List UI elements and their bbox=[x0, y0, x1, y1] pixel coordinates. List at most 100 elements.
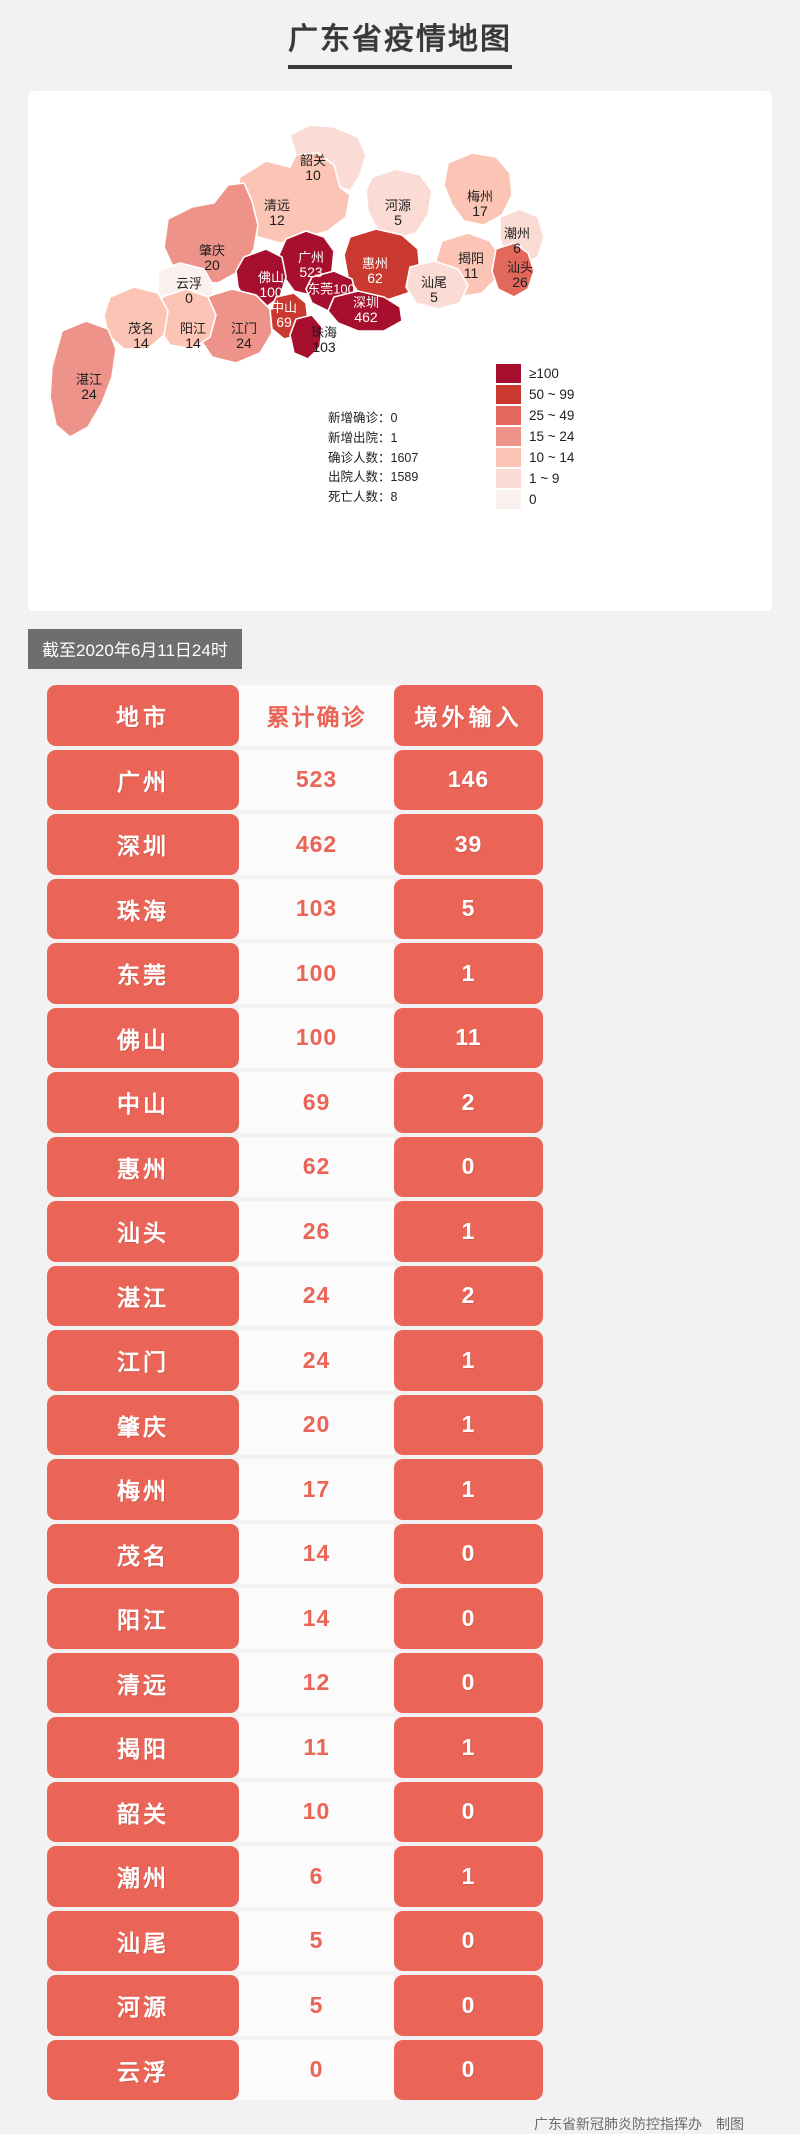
stat-line-4: 死亡人数：8 bbox=[328, 490, 398, 504]
page-title: 广东省疫情地图 bbox=[288, 14, 512, 69]
table-row: 江门 24 1 bbox=[47, 1330, 753, 1391]
cell-city: 珠海 bbox=[47, 878, 239, 939]
cell-city: 江门 bbox=[47, 1330, 239, 1391]
table-row: 汕尾 5 0 bbox=[47, 1910, 753, 1971]
cell-confirmed: 14 bbox=[239, 1588, 394, 1649]
cell-city: 深圳 bbox=[47, 814, 239, 875]
cell-confirmed: 6 bbox=[239, 1846, 394, 1907]
table-row: 茂名 14 0 bbox=[47, 1523, 753, 1584]
region-heyuan bbox=[365, 168, 433, 240]
cell-imported: 1 bbox=[394, 1717, 543, 1778]
stat-line-1: 新增出院：1 bbox=[328, 430, 398, 445]
date-banner: 截至2020年6月11日24时 bbox=[28, 629, 242, 669]
cell-imported: 0 bbox=[394, 1136, 543, 1197]
cell-city: 河源 bbox=[47, 1975, 239, 2036]
cell-city: 汕尾 bbox=[47, 1910, 239, 1971]
cell-city: 中山 bbox=[47, 1072, 239, 1133]
cell-city: 茂名 bbox=[47, 1523, 239, 1584]
table-row: 清远 12 0 bbox=[47, 1652, 753, 1713]
map-card: 韶关 10 清远 12 河源 5 梅州 17 潮州 6 肇庆 20 揭阳 11 汕头 26 云浮 0 广州 523 佛山… bbox=[28, 91, 772, 611]
region-shantou bbox=[491, 242, 535, 298]
region-maoming bbox=[103, 286, 169, 350]
map-statistics: 新增确诊：0 新增出院：1 确诊人数：1607 出院人数：1589 死亡人数：8 bbox=[328, 409, 418, 508]
region-shenzhen bbox=[327, 290, 403, 332]
cell-city: 潮州 bbox=[47, 1846, 239, 1907]
legend-label: 50 ~ 99 bbox=[529, 387, 575, 402]
legend-swatch bbox=[496, 427, 521, 446]
cell-confirmed: 0 bbox=[239, 2039, 394, 2100]
cell-confirmed: 20 bbox=[239, 1394, 394, 1455]
page-header: 广东省疫情地图 bbox=[0, 0, 800, 79]
table-row: 汕头 26 1 bbox=[47, 1201, 753, 1262]
cell-city: 广州 bbox=[47, 749, 239, 810]
table-row: 河源 5 0 bbox=[47, 1975, 753, 2036]
cell-imported: 5 bbox=[394, 878, 543, 939]
legend-label: 0 bbox=[529, 492, 537, 507]
cell-city: 云浮 bbox=[47, 2039, 239, 2100]
guangdong-map bbox=[49, 124, 545, 438]
cell-imported: 0 bbox=[394, 1652, 543, 1713]
cell-confirmed: 17 bbox=[239, 1459, 394, 1520]
map-legend: ≥100 50 ~ 99 25 ~ 49 15 ~ 24 10 ~ 14 1 ~ 9 0 bbox=[496, 363, 574, 510]
legend-row-3: 15 ~ 24 bbox=[496, 426, 574, 447]
footer-credit: 广东省新冠肺炎防控指挥办 制图 bbox=[534, 2116, 744, 2132]
legend-swatch bbox=[496, 406, 521, 425]
legend-swatch bbox=[496, 490, 521, 509]
legend-swatch bbox=[496, 385, 521, 404]
stat-line-2: 确诊人数：1607 bbox=[328, 450, 419, 465]
table-row: 云浮 0 0 bbox=[47, 2039, 753, 2100]
cell-imported: 0 bbox=[394, 2039, 543, 2100]
legend-row-1: 50 ~ 99 bbox=[496, 384, 574, 405]
cell-city: 韶关 bbox=[47, 1781, 239, 1842]
table-row: 深圳 462 39 bbox=[47, 814, 753, 875]
cell-city: 梅州 bbox=[47, 1459, 239, 1520]
legend-swatch bbox=[496, 448, 521, 467]
column-header-imported: 境外输入 bbox=[394, 685, 543, 746]
cell-imported: 11 bbox=[394, 1007, 543, 1068]
legend-swatch bbox=[496, 469, 521, 488]
cell-city: 汕头 bbox=[47, 1201, 239, 1262]
cell-confirmed: 24 bbox=[239, 1330, 394, 1391]
stat-line-0: 新增确诊：0 bbox=[328, 411, 398, 425]
cell-imported: 1 bbox=[394, 1201, 543, 1262]
cell-imported: 0 bbox=[394, 1523, 543, 1584]
cell-imported: 1 bbox=[394, 1394, 543, 1455]
table-row: 中山 69 2 bbox=[47, 1072, 753, 1133]
cell-imported: 1 bbox=[394, 1846, 543, 1907]
column-header-city: 地市 bbox=[47, 685, 239, 746]
region-meizhou bbox=[443, 152, 513, 226]
cell-imported: 1 bbox=[394, 1459, 543, 1520]
cell-imported: 1 bbox=[394, 943, 543, 1004]
region-shaoguan bbox=[289, 124, 367, 192]
cell-city: 清远 bbox=[47, 1652, 239, 1713]
cell-confirmed: 462 bbox=[239, 814, 394, 875]
legend-label: ≥100 bbox=[529, 366, 559, 381]
legend-label: 1 ~ 9 bbox=[529, 471, 560, 486]
cell-confirmed: 10 bbox=[239, 1781, 394, 1842]
legend-row-0: ≥100 bbox=[496, 363, 574, 384]
cell-confirmed: 100 bbox=[239, 1007, 394, 1068]
cell-confirmed: 12 bbox=[239, 1652, 394, 1713]
table-row: 阳江 14 0 bbox=[47, 1588, 753, 1649]
cell-confirmed: 100 bbox=[239, 943, 394, 1004]
cell-confirmed: 5 bbox=[239, 1910, 394, 1971]
cell-imported: 0 bbox=[394, 1588, 543, 1649]
legend-row-4: 10 ~ 14 bbox=[496, 447, 574, 468]
cell-imported: 2 bbox=[394, 1072, 543, 1133]
table-row: 佛山 100 11 bbox=[47, 1007, 753, 1068]
cell-imported: 146 bbox=[394, 749, 543, 810]
table-body: 广州 523 146 深圳 462 39 珠海 103 5 东莞 100 1 佛山 100 11 中山 69 2 惠… bbox=[47, 749, 753, 2100]
legend-swatch bbox=[496, 364, 521, 383]
stat-line-3: 出院人数：1589 bbox=[328, 470, 419, 485]
cell-city: 阳江 bbox=[47, 1588, 239, 1649]
cell-imported: 0 bbox=[394, 1781, 543, 1842]
legend-label: 15 ~ 24 bbox=[529, 429, 575, 444]
region-huizhou bbox=[343, 228, 421, 302]
cell-city: 东莞 bbox=[47, 943, 239, 1004]
cell-confirmed: 523 bbox=[239, 749, 394, 810]
cell-confirmed: 62 bbox=[239, 1136, 394, 1197]
table-row: 东莞 100 1 bbox=[47, 943, 753, 1004]
cell-confirmed: 11 bbox=[239, 1717, 394, 1778]
legend-label: 10 ~ 14 bbox=[529, 450, 575, 465]
table-row: 惠州 62 0 bbox=[47, 1136, 753, 1197]
